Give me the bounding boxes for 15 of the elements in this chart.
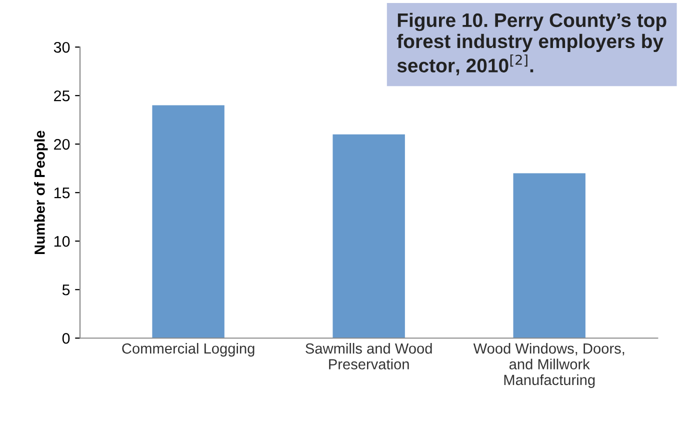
y-axis-title: Number of People xyxy=(34,130,48,254)
y-tick-label: 25 xyxy=(54,90,70,102)
y-tick-label: 5 xyxy=(62,284,70,296)
y-tick-label: 15 xyxy=(54,188,70,198)
bar xyxy=(513,173,586,338)
y-tick-label: 30 xyxy=(54,42,70,53)
x-tick-label: Sawmills and Wood Preservation xyxy=(306,342,432,370)
bar xyxy=(152,105,224,338)
y-tick-label: 20 xyxy=(54,138,70,150)
x-tick-label: Commercial Logging xyxy=(122,342,254,357)
x-tick-label: Wood Windows, Doors, and Millwork Manufacturing xyxy=(473,342,624,388)
y-tick-label: 0 xyxy=(62,332,70,344)
chart-title: Figure 10. Perry County’s top forest industry employers by sector, 2010$^{[2]}$. xyxy=(396,12,666,76)
bar xyxy=(332,134,405,338)
y-tick-label: 10 xyxy=(54,236,70,247)
